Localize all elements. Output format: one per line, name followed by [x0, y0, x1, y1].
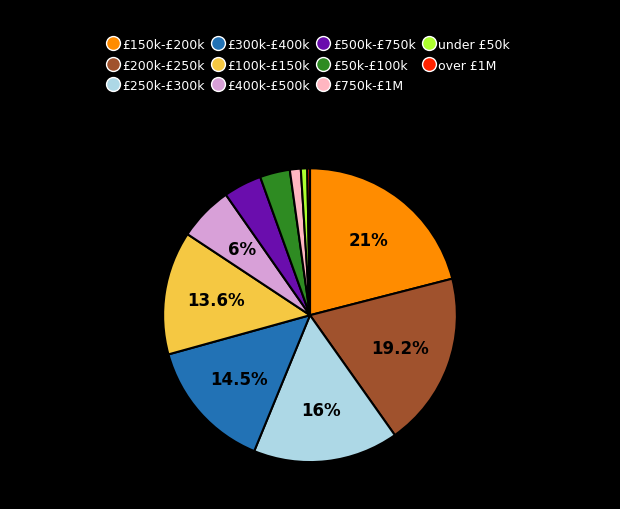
Wedge shape — [290, 169, 310, 316]
Text: 13.6%: 13.6% — [187, 292, 244, 309]
Text: 14.5%: 14.5% — [210, 370, 267, 388]
Text: 16%: 16% — [301, 401, 340, 419]
Wedge shape — [163, 235, 310, 355]
Wedge shape — [260, 171, 310, 316]
Wedge shape — [310, 279, 457, 435]
Text: 21%: 21% — [348, 231, 388, 249]
Legend: £150k-£200k, £200k-£250k, £250k-£300k, £300k-£400k, £100k-£150k, £400k-£500k, £5: £150k-£200k, £200k-£250k, £250k-£300k, £… — [104, 33, 516, 99]
Text: 19.2%: 19.2% — [371, 340, 428, 357]
Wedge shape — [254, 316, 395, 462]
Wedge shape — [301, 169, 310, 316]
Wedge shape — [310, 169, 452, 316]
Wedge shape — [226, 178, 310, 316]
Text: 6%: 6% — [228, 240, 255, 258]
Wedge shape — [308, 169, 310, 316]
Wedge shape — [187, 195, 310, 316]
Wedge shape — [169, 316, 310, 451]
